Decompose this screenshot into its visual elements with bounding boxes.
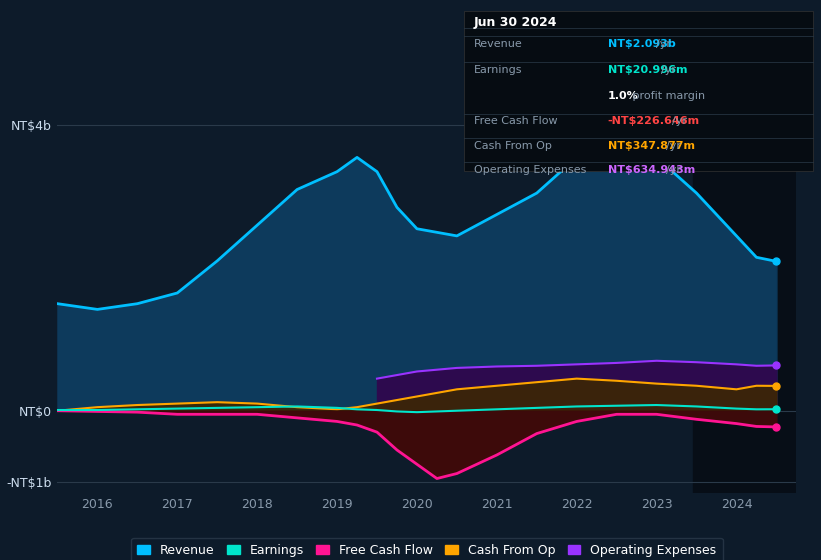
Text: NT$634.943m: NT$634.943m (608, 165, 695, 175)
Text: -NT$226.646m: -NT$226.646m (608, 116, 699, 127)
Text: profit margin: profit margin (629, 91, 705, 101)
Legend: Revenue, Earnings, Free Cash Flow, Cash From Op, Operating Expenses: Revenue, Earnings, Free Cash Flow, Cash … (131, 538, 722, 560)
Text: NT$20.996m: NT$20.996m (608, 65, 687, 75)
Text: /yr: /yr (667, 165, 681, 175)
Text: Operating Expenses: Operating Expenses (474, 165, 586, 175)
Text: Revenue: Revenue (474, 39, 522, 49)
Text: Cash From Op: Cash From Op (474, 141, 552, 151)
Text: Free Cash Flow: Free Cash Flow (474, 116, 557, 127)
Text: NT$347.877m: NT$347.877m (608, 141, 695, 151)
Text: 1.0%: 1.0% (608, 91, 638, 101)
Text: /yr: /yr (667, 141, 681, 151)
Text: Earnings: Earnings (474, 65, 522, 75)
Text: NT$2.093b: NT$2.093b (608, 39, 676, 49)
Text: /yr: /yr (672, 116, 686, 127)
Bar (693, 90, 796, 493)
Text: /yr: /yr (661, 65, 676, 75)
Text: Jun 30 2024: Jun 30 2024 (474, 16, 557, 29)
Text: /yr: /yr (656, 39, 671, 49)
